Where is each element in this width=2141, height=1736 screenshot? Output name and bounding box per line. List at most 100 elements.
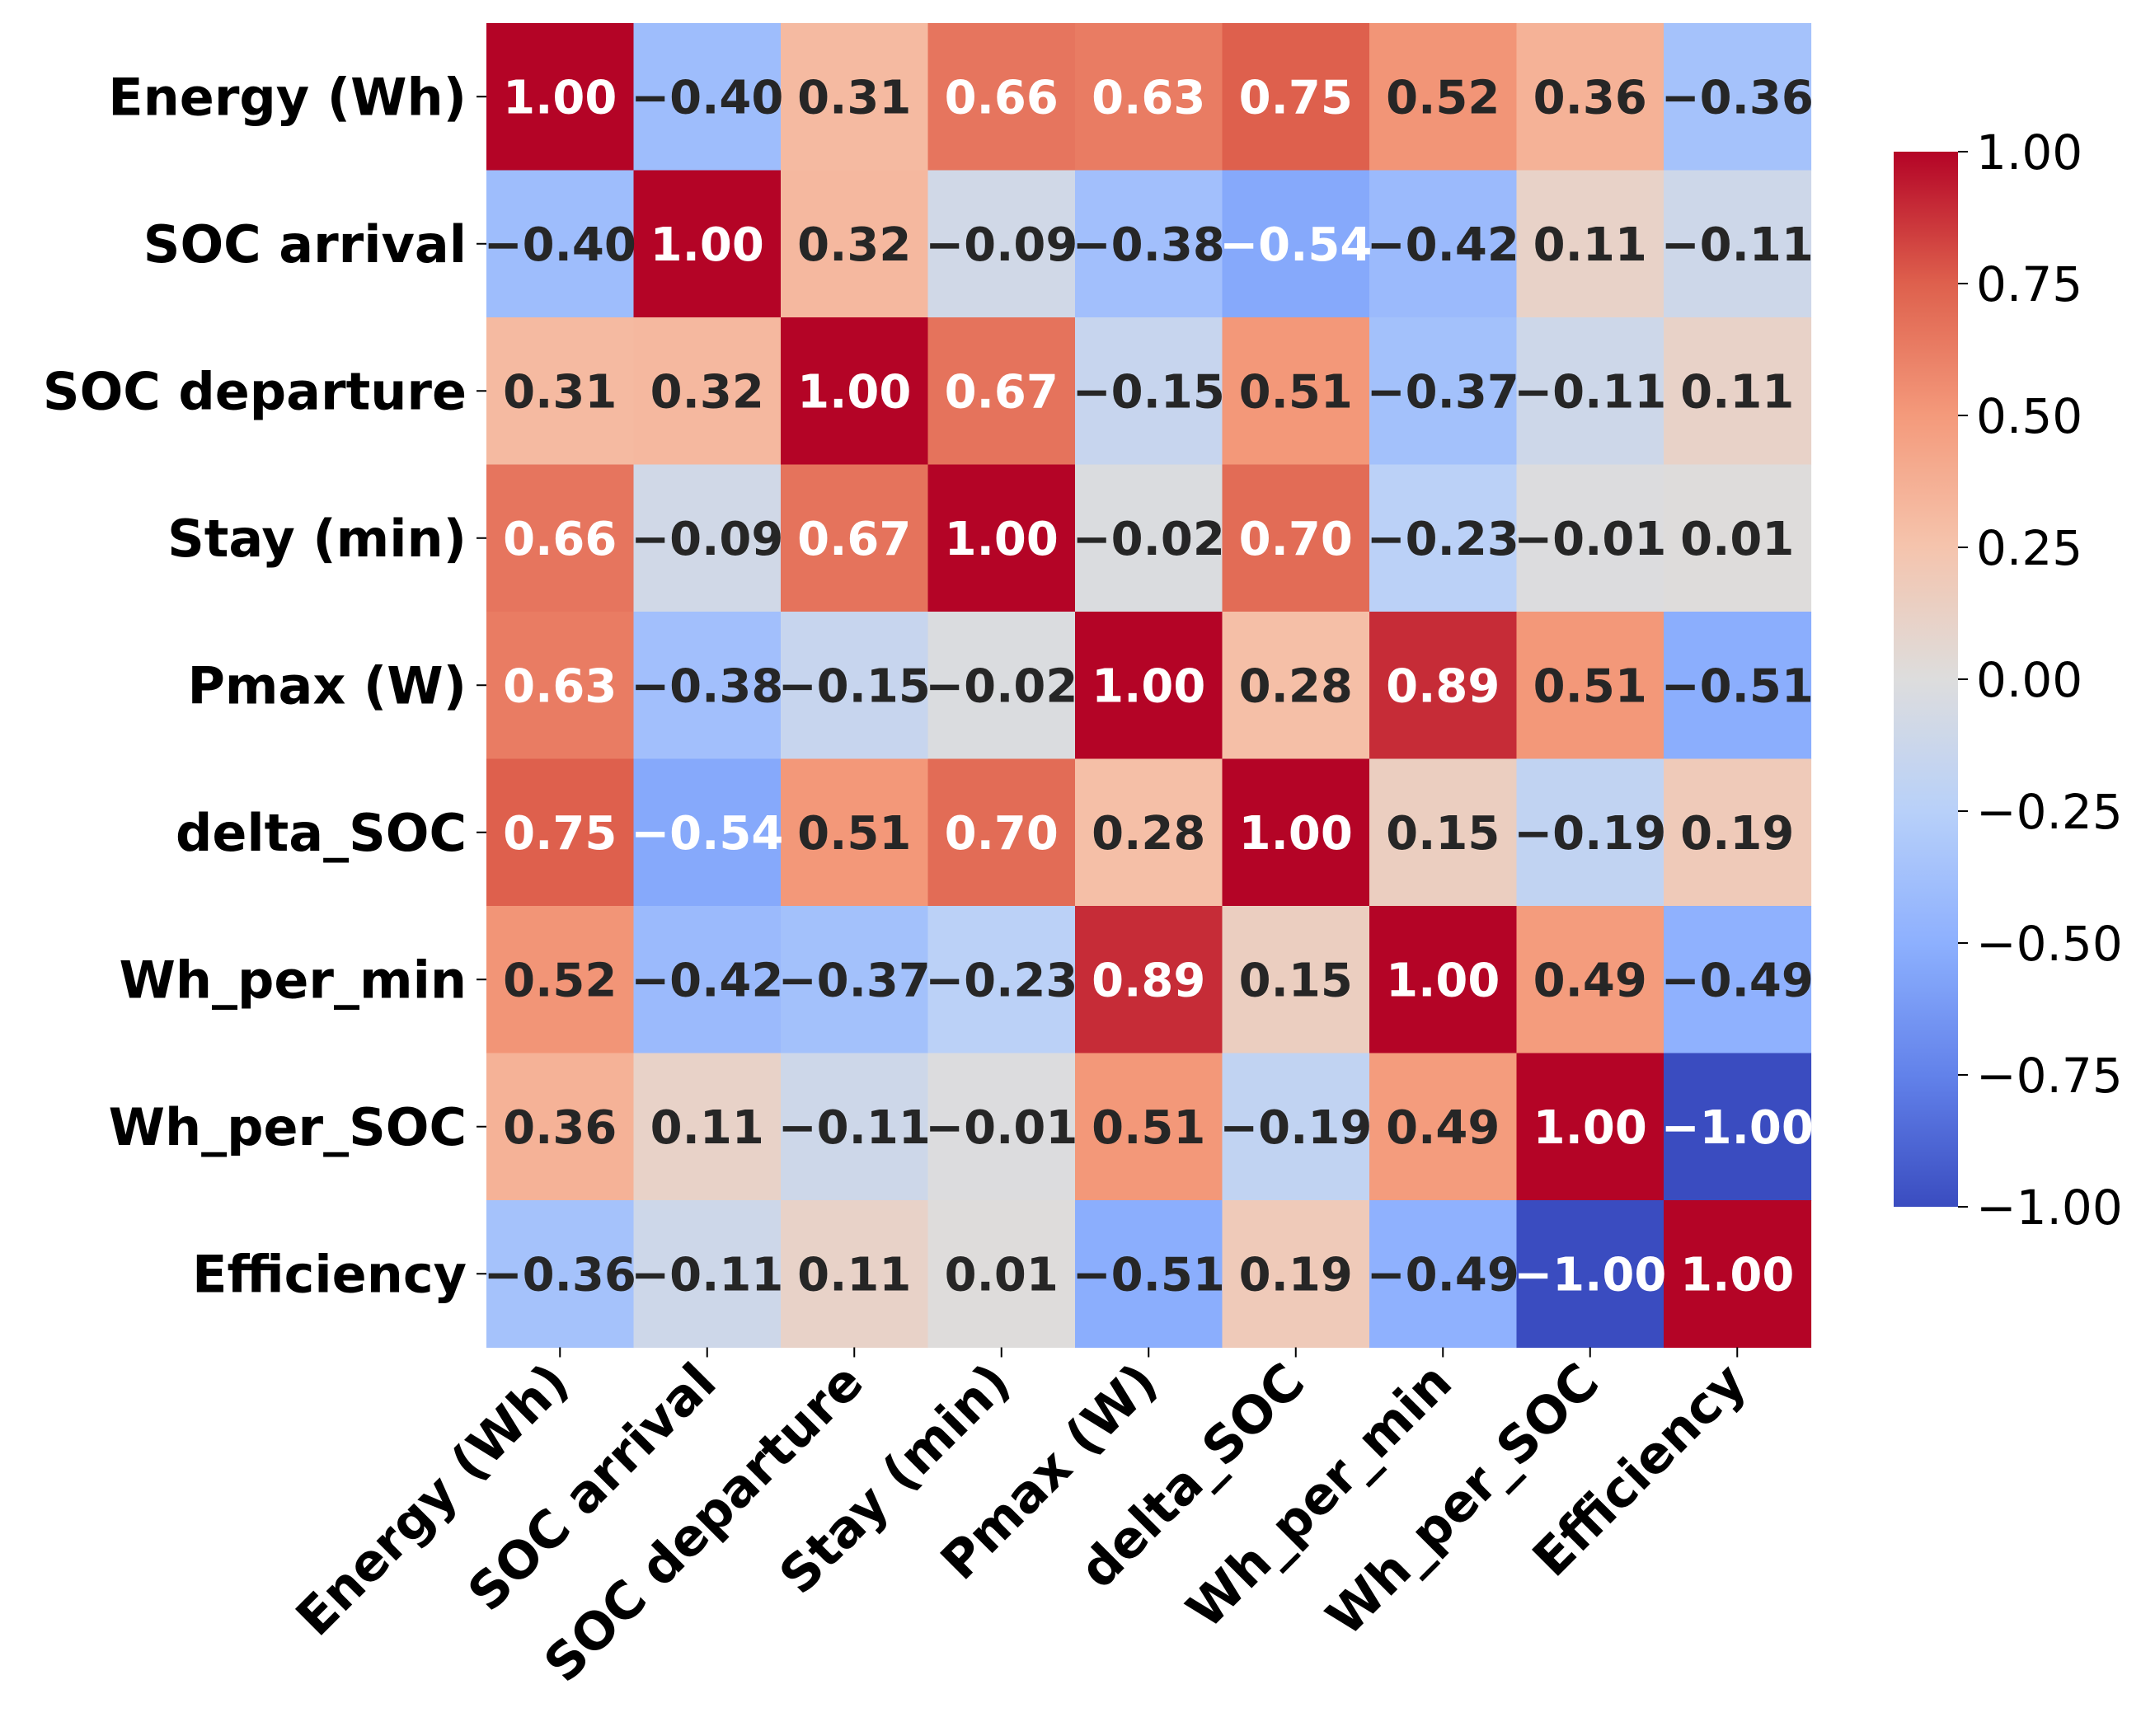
heatmap-cell [1516, 464, 1664, 612]
cell-value-label: −0.02 [1073, 513, 1225, 566]
cell-value-label: 0.32 [650, 365, 764, 419]
heatmap-cell [781, 464, 929, 612]
heatmap-cell [1664, 612, 1812, 760]
heatmap-cell [486, 758, 635, 907]
cell-value-label: 1.00 [1386, 954, 1500, 1007]
cell-value-label: 1.00 [503, 71, 617, 124]
heatmap-cell [1075, 1200, 1223, 1349]
col-label-wh-per-min: Wh_per_min [1175, 1351, 1463, 1640]
colorbar-gradient [1894, 152, 1958, 1207]
cell-value-label: 0.31 [503, 365, 617, 419]
cell-value-label: −0.51 [1073, 1248, 1225, 1302]
heatmap-cell [781, 758, 929, 907]
heatmap-cell [486, 317, 635, 466]
heatmap-cell [1516, 23, 1664, 171]
heatmap-cell [781, 1200, 929, 1349]
heatmap-cell [1222, 1053, 1370, 1201]
cell-value-label: 0.52 [503, 954, 617, 1007]
heatmap-cell [486, 906, 635, 1054]
colorbar: 1.00 0.75 0.50 0.25 0.00 −0.25 −0.50 −0.75 −1.00 [1894, 124, 2123, 1236]
heatmap-cell [781, 612, 929, 760]
cell-value-label: −0.37 [778, 954, 931, 1007]
cell-value-label: 0.15 [1239, 954, 1353, 1007]
heatmap-cell [1075, 906, 1223, 1054]
row-label-pmax-w: Pmax (W) [187, 655, 467, 716]
cell-value-label: −0.54 [631, 807, 783, 861]
cell-value-label: 0.11 [1533, 218, 1647, 272]
heatmap-cell [1075, 23, 1223, 171]
heatmap-cell [781, 23, 929, 171]
cell-value-label: −0.49 [1367, 1248, 1519, 1302]
colorbar-tick-label: 0.75 [1976, 256, 2082, 312]
cell-value-label: 0.75 [503, 807, 617, 861]
cell-value-label: −0.09 [925, 218, 1078, 272]
heatmap-cell [633, 23, 782, 171]
row-label-efficiency: Efficiency [192, 1244, 467, 1304]
heatmap-cell [1075, 464, 1223, 612]
heatmap-cell [633, 612, 782, 760]
cell-value-label: −0.11 [778, 1101, 931, 1155]
heatmap-cell [1075, 758, 1223, 907]
cell-value-label: 1.00 [945, 513, 1059, 566]
colorbar-tick-label: 0.00 [1976, 652, 2082, 708]
cell-value-label: 0.19 [1239, 1248, 1353, 1302]
cell-value-label: −0.23 [1367, 513, 1519, 566]
colorbar-tick-label: −0.50 [1976, 916, 2123, 972]
heatmap-cell [1075, 170, 1223, 318]
row-label-soc-departure: SOC departure [43, 361, 467, 421]
colorbar-tick-label: 0.25 [1976, 520, 2082, 576]
heatmap-cell [486, 23, 635, 171]
heatmap-cell [927, 23, 1076, 171]
cell-value-label: 0.63 [503, 659, 617, 713]
cell-value-label: 1.00 [650, 218, 764, 272]
cell-value-label: −0.15 [1073, 365, 1225, 419]
heatmap-cell [1075, 317, 1223, 466]
cell-value-label: 0.67 [945, 365, 1059, 419]
colorbar-tick-label: 0.50 [1976, 388, 2082, 444]
cell-value-label: −0.42 [631, 954, 783, 1007]
cell-value-label: 0.63 [1092, 71, 1205, 124]
heatmap-cell [1516, 1200, 1664, 1349]
heatmap-cell [486, 464, 635, 612]
cell-value-label: 0.28 [1092, 807, 1205, 861]
cell-value-label: 0.51 [1533, 659, 1647, 713]
heatmap-cell [633, 758, 782, 907]
heatmap-cell [927, 1200, 1076, 1349]
row-label-soc-arrival: SOC arrival [143, 214, 467, 274]
row-label-delta-soc: delta_SOC [176, 803, 467, 863]
cell-value-label: −0.37 [1367, 365, 1519, 419]
cell-value-label: −0.09 [631, 513, 783, 566]
row-label-wh-per-soc: Wh_per_SOC [109, 1097, 467, 1157]
cell-value-label: −0.38 [631, 659, 783, 713]
colorbar-tick-label: −0.75 [1976, 1048, 2123, 1104]
heatmap-cell [486, 612, 635, 760]
cell-value-label: 0.15 [1386, 807, 1500, 861]
heatmap-cell [1369, 317, 1518, 466]
heatmap-cell [486, 1200, 635, 1349]
cell-value-label: −0.11 [631, 1248, 783, 1302]
cell-value-label: −0.51 [1661, 659, 1814, 713]
heatmap-cell [1075, 1053, 1223, 1201]
heatmap-cell [1664, 317, 1812, 466]
cell-value-label: 0.66 [945, 71, 1059, 124]
heatmap-cell [633, 464, 782, 612]
heatmap-cell [927, 170, 1076, 318]
heatmap-cell [1664, 1200, 1812, 1349]
heatmap-cell [927, 317, 1076, 466]
heatmap-cell [1222, 612, 1370, 760]
heatmap-cell [781, 170, 929, 318]
heatmap-cell [1664, 464, 1812, 612]
colorbar-tick-label: 1.00 [1976, 124, 2082, 181]
cell-value-label: 0.89 [1386, 659, 1500, 713]
cell-value-label: 0.70 [945, 807, 1059, 861]
cell-value-label: −0.36 [1661, 71, 1814, 124]
cell-value-label: −0.11 [1514, 365, 1666, 419]
cell-value-label: 1.00 [1533, 1101, 1647, 1155]
cell-value-label: −0.40 [484, 218, 636, 272]
cell-value-label: −0.36 [484, 1248, 636, 1302]
cell-value-label: −0.01 [925, 1101, 1078, 1155]
heatmap-cell [1369, 612, 1518, 760]
cell-value-label: −0.49 [1661, 954, 1814, 1007]
cell-value-label: 0.11 [650, 1101, 764, 1155]
